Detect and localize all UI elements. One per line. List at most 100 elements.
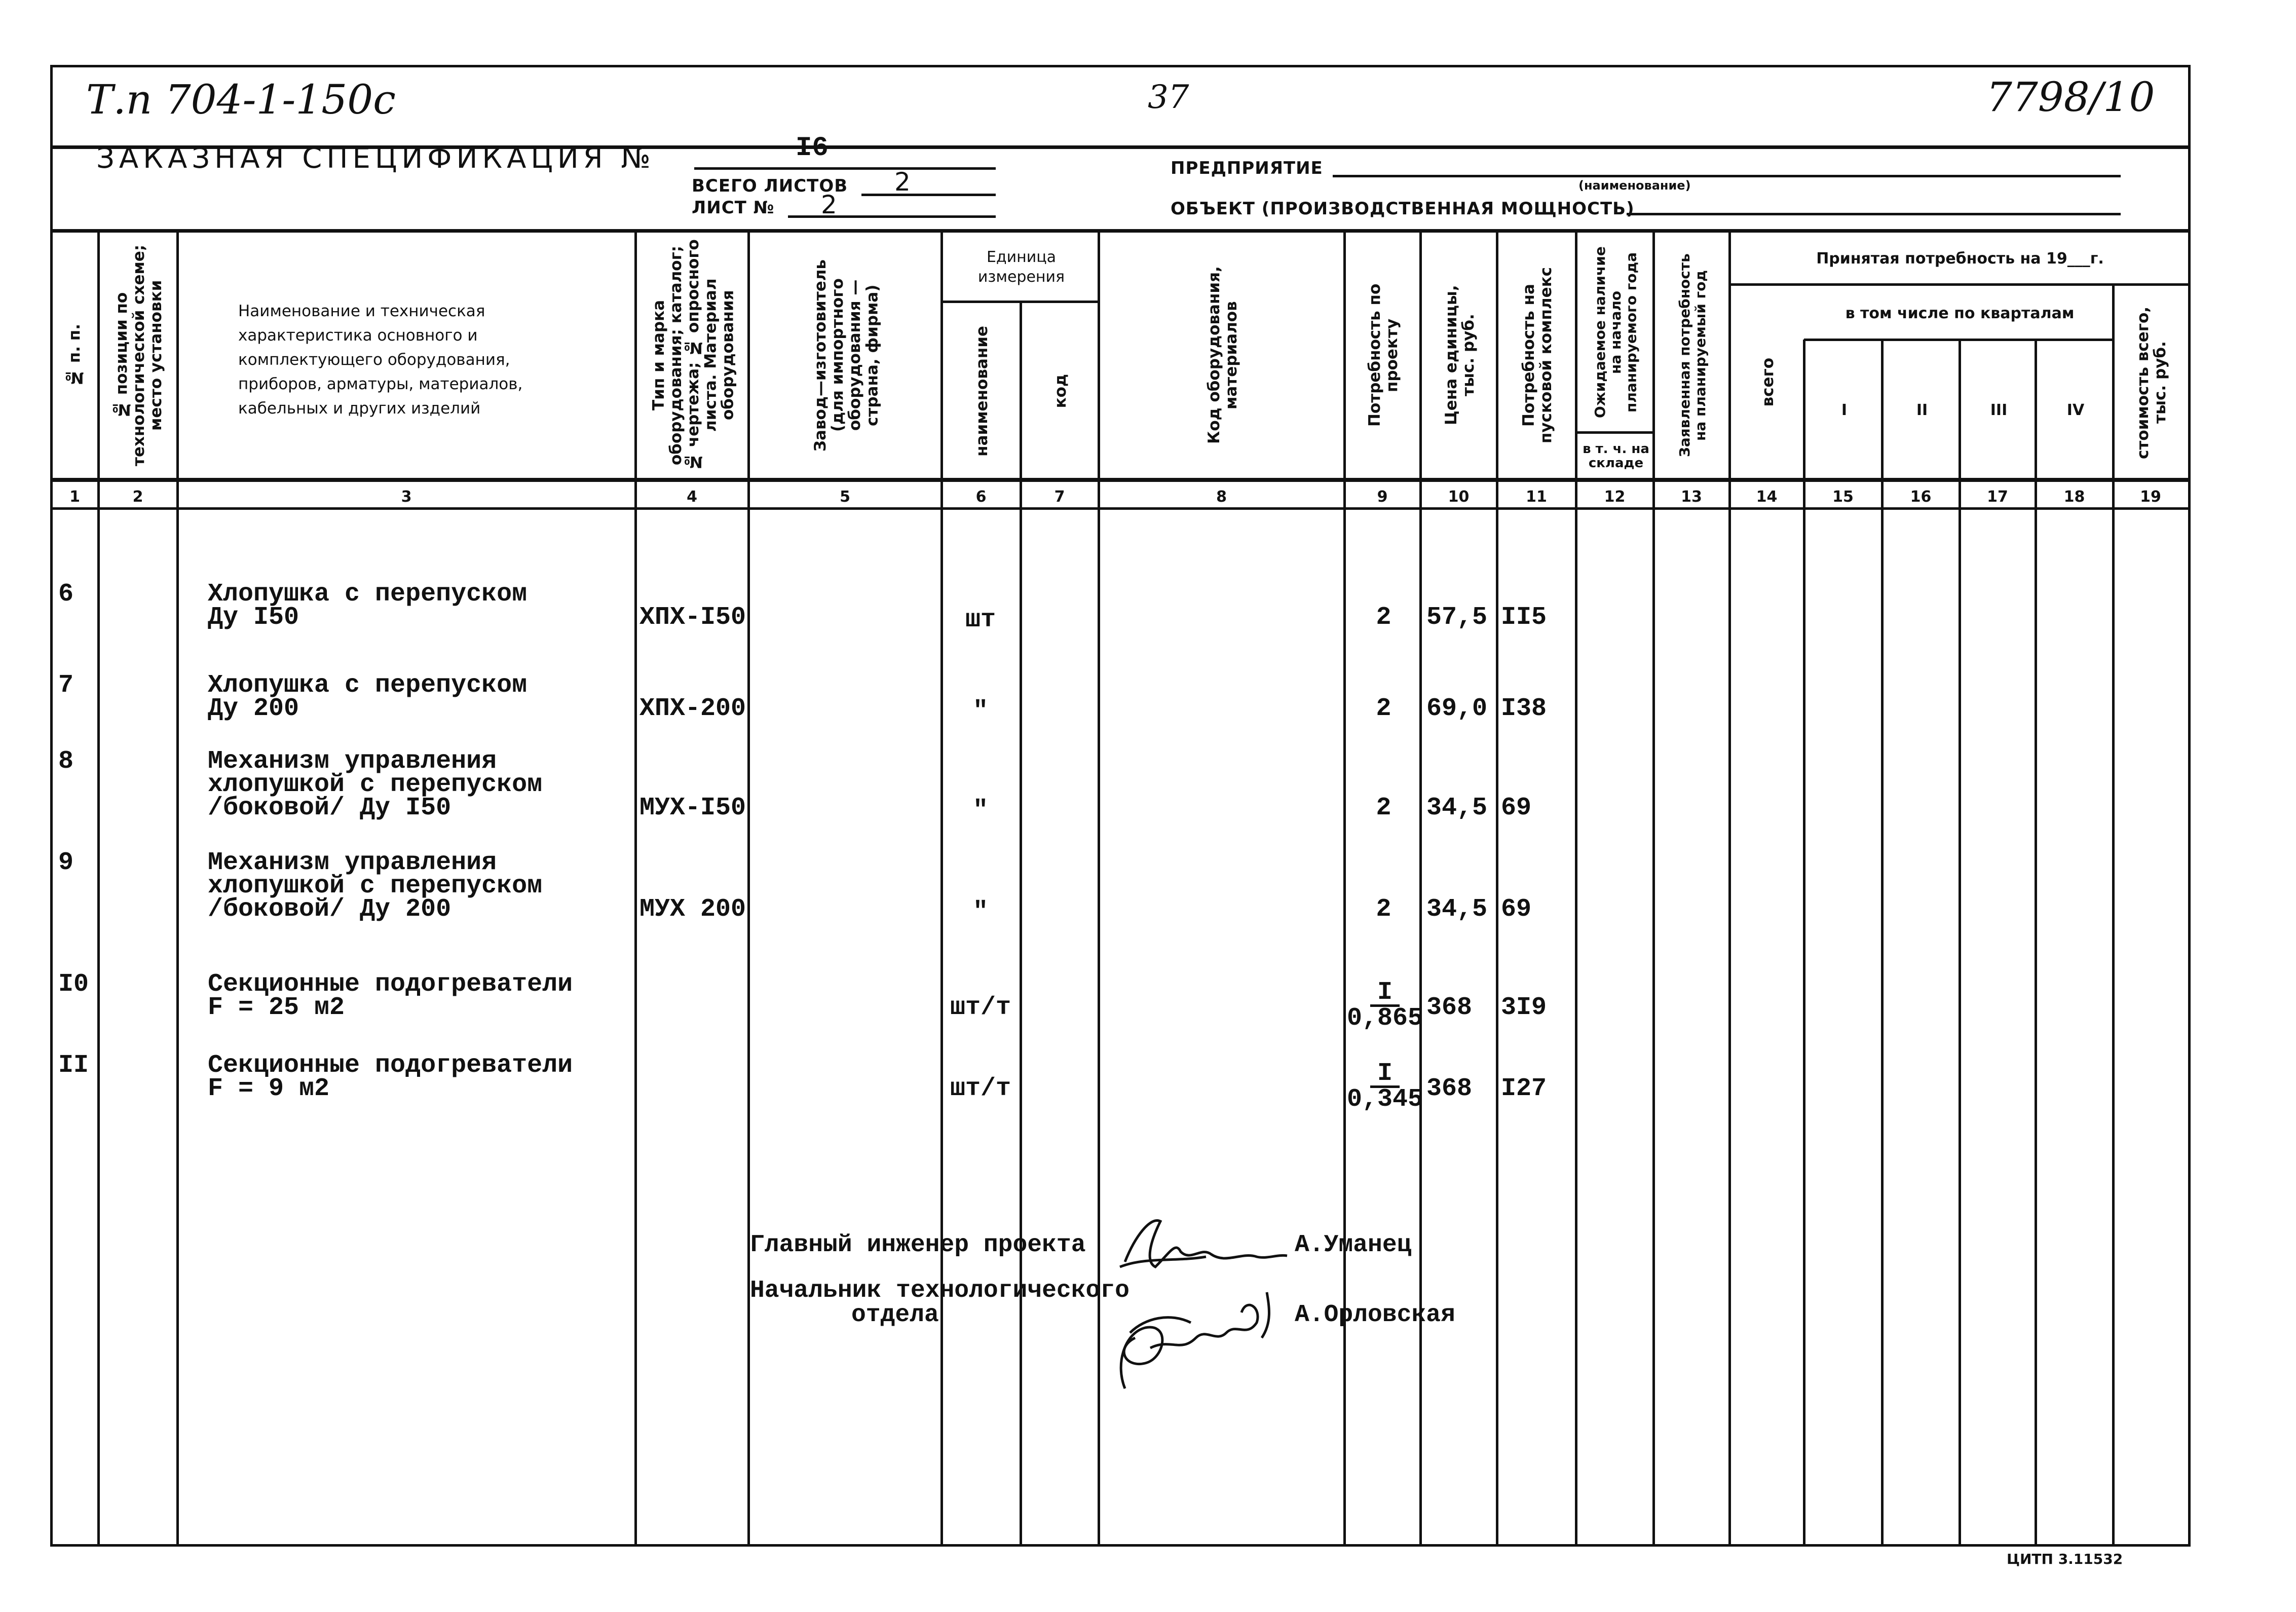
column-number: 2	[132, 488, 143, 506]
chief-engineer-signature	[1119, 1219, 1288, 1269]
header-launch-need: Потребность на пусковой комплекс	[1499, 233, 1576, 478]
column-number: 9	[1377, 488, 1388, 506]
row-number: 9	[58, 848, 74, 877]
header-q2: II	[1885, 342, 1960, 478]
project-need: 2	[1376, 895, 1391, 924]
chief-engineer-name: А.Уманец	[1295, 1231, 1412, 1259]
item-unit: шт/т	[950, 1074, 1011, 1103]
sheet-number: 2	[821, 190, 837, 219]
reference-number: 7798/10	[1986, 73, 2155, 121]
doc-code: Т.п 704-1-150с	[86, 76, 396, 123]
column-divider	[1419, 230, 1422, 1545]
unit-price: 34,5	[1426, 895, 1488, 924]
header-in-warehouse: в т. ч. на складе	[1578, 435, 1653, 478]
column-number: 5	[840, 488, 850, 506]
unit-price: 34,5	[1426, 794, 1488, 822]
header-expected-stock: Ожидаемое наличие на начало планируемого…	[1578, 233, 1653, 432]
project-need: 2	[1376, 603, 1391, 632]
footer-print-code: ЦИТП 3.11532	[2007, 1551, 2123, 1567]
launch-need: 69	[1501, 794, 1532, 822]
header-manufacturer: Завод—изготовитель (для импортного обору…	[751, 233, 942, 478]
enterprise-hint: (наименование)	[1578, 178, 1691, 193]
header-text: Единица измерения	[977, 248, 1065, 286]
item-name: Хлопушка с перепуском Ду I50	[208, 580, 528, 632]
column-number: 12	[1604, 488, 1626, 506]
project-need: 2	[1376, 694, 1391, 723]
column-divider	[2112, 284, 2115, 1545]
header-total: всего	[1732, 287, 1804, 478]
launch-need: I38	[1501, 694, 1547, 723]
dept-head-name: А.Орловская	[1295, 1301, 1455, 1329]
header-text: IV	[2066, 401, 2085, 419]
object-label: ОБЪЕКТ (ПРОИЗВОДСТВЕННАЯ МОЩНОСТЬ)	[1171, 199, 1635, 219]
header-name: Наименование и техническая характеристик…	[238, 284, 593, 436]
project-need-fraction: I 0,865	[1346, 980, 1423, 1033]
header-text: код	[1051, 373, 1070, 408]
spec-number: I6	[796, 133, 829, 164]
unit-price: 368	[1426, 1074, 1473, 1103]
header-q3: III	[1962, 342, 2036, 478]
item-type: ХПХ-I50	[639, 603, 746, 632]
header-unit-name: наименование	[944, 304, 1021, 478]
numbers-bottom	[51, 507, 2191, 510]
column-number: 14	[1756, 488, 1778, 506]
project-need: I	[1370, 1061, 1400, 1088]
header-text: Потребность на пусковой комплекс	[1520, 267, 1556, 444]
column-number: 17	[1987, 488, 2008, 506]
frame-left	[50, 65, 53, 1547]
title-divider	[51, 145, 2191, 149]
header-type: Тип и марка оборудования; каталог; № чер…	[638, 233, 748, 478]
launch-need: 69	[1501, 895, 1532, 924]
column-divider	[747, 230, 750, 1545]
dept-head-title-2: отдела	[851, 1301, 939, 1329]
header-text: № позиции по технологической схеме; мест…	[112, 244, 166, 466]
column-number: 3	[401, 488, 412, 506]
sheet-line	[788, 215, 996, 218]
column-number: 6	[975, 488, 987, 506]
column-divider	[634, 230, 637, 1545]
header-text: Наименование и техническая характеристик…	[238, 302, 523, 418]
quarters-group-divider	[1804, 339, 2113, 341]
project-need-fraction: I 0,345	[1346, 1061, 1423, 1114]
column-number: 10	[1448, 488, 1470, 506]
total-sheets: 2	[894, 167, 911, 197]
item-type: МУХ 200	[639, 895, 746, 924]
item-unit: шт	[965, 606, 996, 634]
column-divider	[1959, 340, 1961, 1545]
column-number: 19	[2140, 488, 2161, 506]
chief-engineer-title: Главный инженер проекта	[750, 1231, 1086, 1259]
header-row-number: № п. п.	[51, 233, 98, 478]
launch-need: I27	[1501, 1074, 1547, 1103]
header-text: в том числе по кварталам	[1845, 304, 2075, 322]
item-unit: "	[972, 796, 988, 825]
header-text: Заявленная потребность на планируемый го…	[1676, 253, 1709, 457]
item-type: МУХ-I50	[639, 794, 746, 822]
column-divider	[1020, 302, 1022, 1545]
column-divider	[1728, 230, 1731, 1545]
column-divider	[97, 230, 100, 1545]
unit-group-divider	[942, 301, 1099, 303]
project-need-weight: 0,345	[1346, 1085, 1423, 1114]
unit-price: 69,0	[1426, 694, 1488, 723]
header-text: Потребность по проекту	[1366, 283, 1402, 427]
item-name: Секционные подогреватели F = 25 м2	[208, 970, 573, 1022]
header-text: Тип и марка оборудования; каталог; № чер…	[649, 239, 737, 471]
header-text: № п. п.	[65, 324, 84, 387]
column-number: 4	[687, 488, 697, 506]
header-position: № позиции по технологической схеме; мест…	[101, 233, 177, 478]
object-line	[1627, 213, 2121, 215]
header-project-need: Потребность по проекту	[1347, 233, 1420, 478]
header-text: всего	[1758, 358, 1777, 407]
column-number: 8	[1216, 488, 1227, 506]
project-need-weight: 0,865	[1346, 1004, 1423, 1033]
column-number: 15	[1832, 488, 1854, 506]
column-divider	[1575, 230, 1577, 1545]
column-number: 1	[69, 488, 80, 506]
total-sheets-label: ВСЕГО ЛИСТОВ	[692, 176, 848, 196]
column-number: 11	[1526, 488, 1547, 506]
item-name: Секционные подогреватели F = 9 м2	[208, 1051, 573, 1103]
sheet-label: ЛИСТ №	[692, 198, 775, 218]
column-divider	[1343, 230, 1346, 1545]
header-q1: I	[1806, 342, 1882, 478]
